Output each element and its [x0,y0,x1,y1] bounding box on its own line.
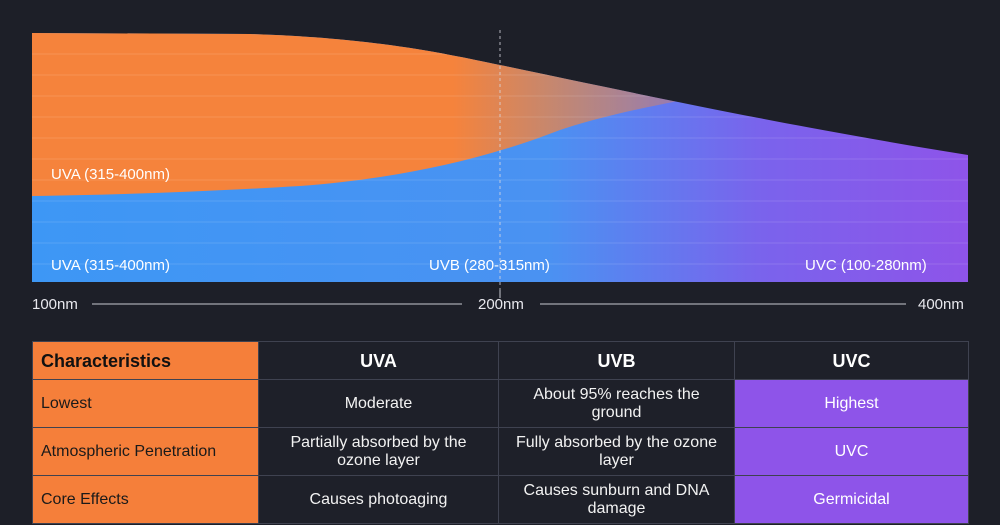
axis-label-400nm: 400nm [918,296,964,313]
axis-label-100nm: 100nm [32,296,78,313]
cell-uvc: UVC [734,427,969,476]
uv-comparison-table: Characteristics UVA UVB UVC Lowest Moder… [32,341,969,524]
uv-spectrum-chart [32,30,968,305]
table-row: Core Effects Causes photoaging Causes su… [32,475,969,524]
cell-uva: Partially absorbed by the ozone layer [258,427,499,476]
uvc-label: UVC (100-280nm) [805,257,927,274]
uva-lower-label: UVA (315-400nm) [51,257,170,274]
row-label: Core Effects [32,475,259,524]
cell-uvc: Germicidal [734,475,969,524]
uva-upper-label: UVA (315-400nm) [51,166,170,183]
header-uvb: UVB [498,341,735,380]
cell-uvb: About 95% reaches the ground [498,379,735,428]
cell-uvb: Causes sunburn and DNA damage [498,475,735,524]
table-header-row: Characteristics UVA UVB UVC [32,341,969,380]
uvb-label: UVB (280-315nm) [429,257,550,274]
cell-uva: Moderate [258,379,499,428]
cell-uvb: Fully absorbed by the ozone layer [498,427,735,476]
table-row: Lowest Moderate About 95% reaches the gr… [32,379,969,428]
row-label: Lowest [32,379,259,428]
header-uva: UVA [258,341,499,380]
row-label: Atmospheric Penetration [32,427,259,476]
cell-uvc: Highest [734,379,969,428]
table-row: Atmospheric Penetration Partially absorb… [32,427,969,476]
header-characteristics: Characteristics [32,341,259,380]
cell-uva: Causes photoaging [258,475,499,524]
axis-label-200nm: 200nm [478,296,524,313]
header-uvc: UVC [734,341,969,380]
